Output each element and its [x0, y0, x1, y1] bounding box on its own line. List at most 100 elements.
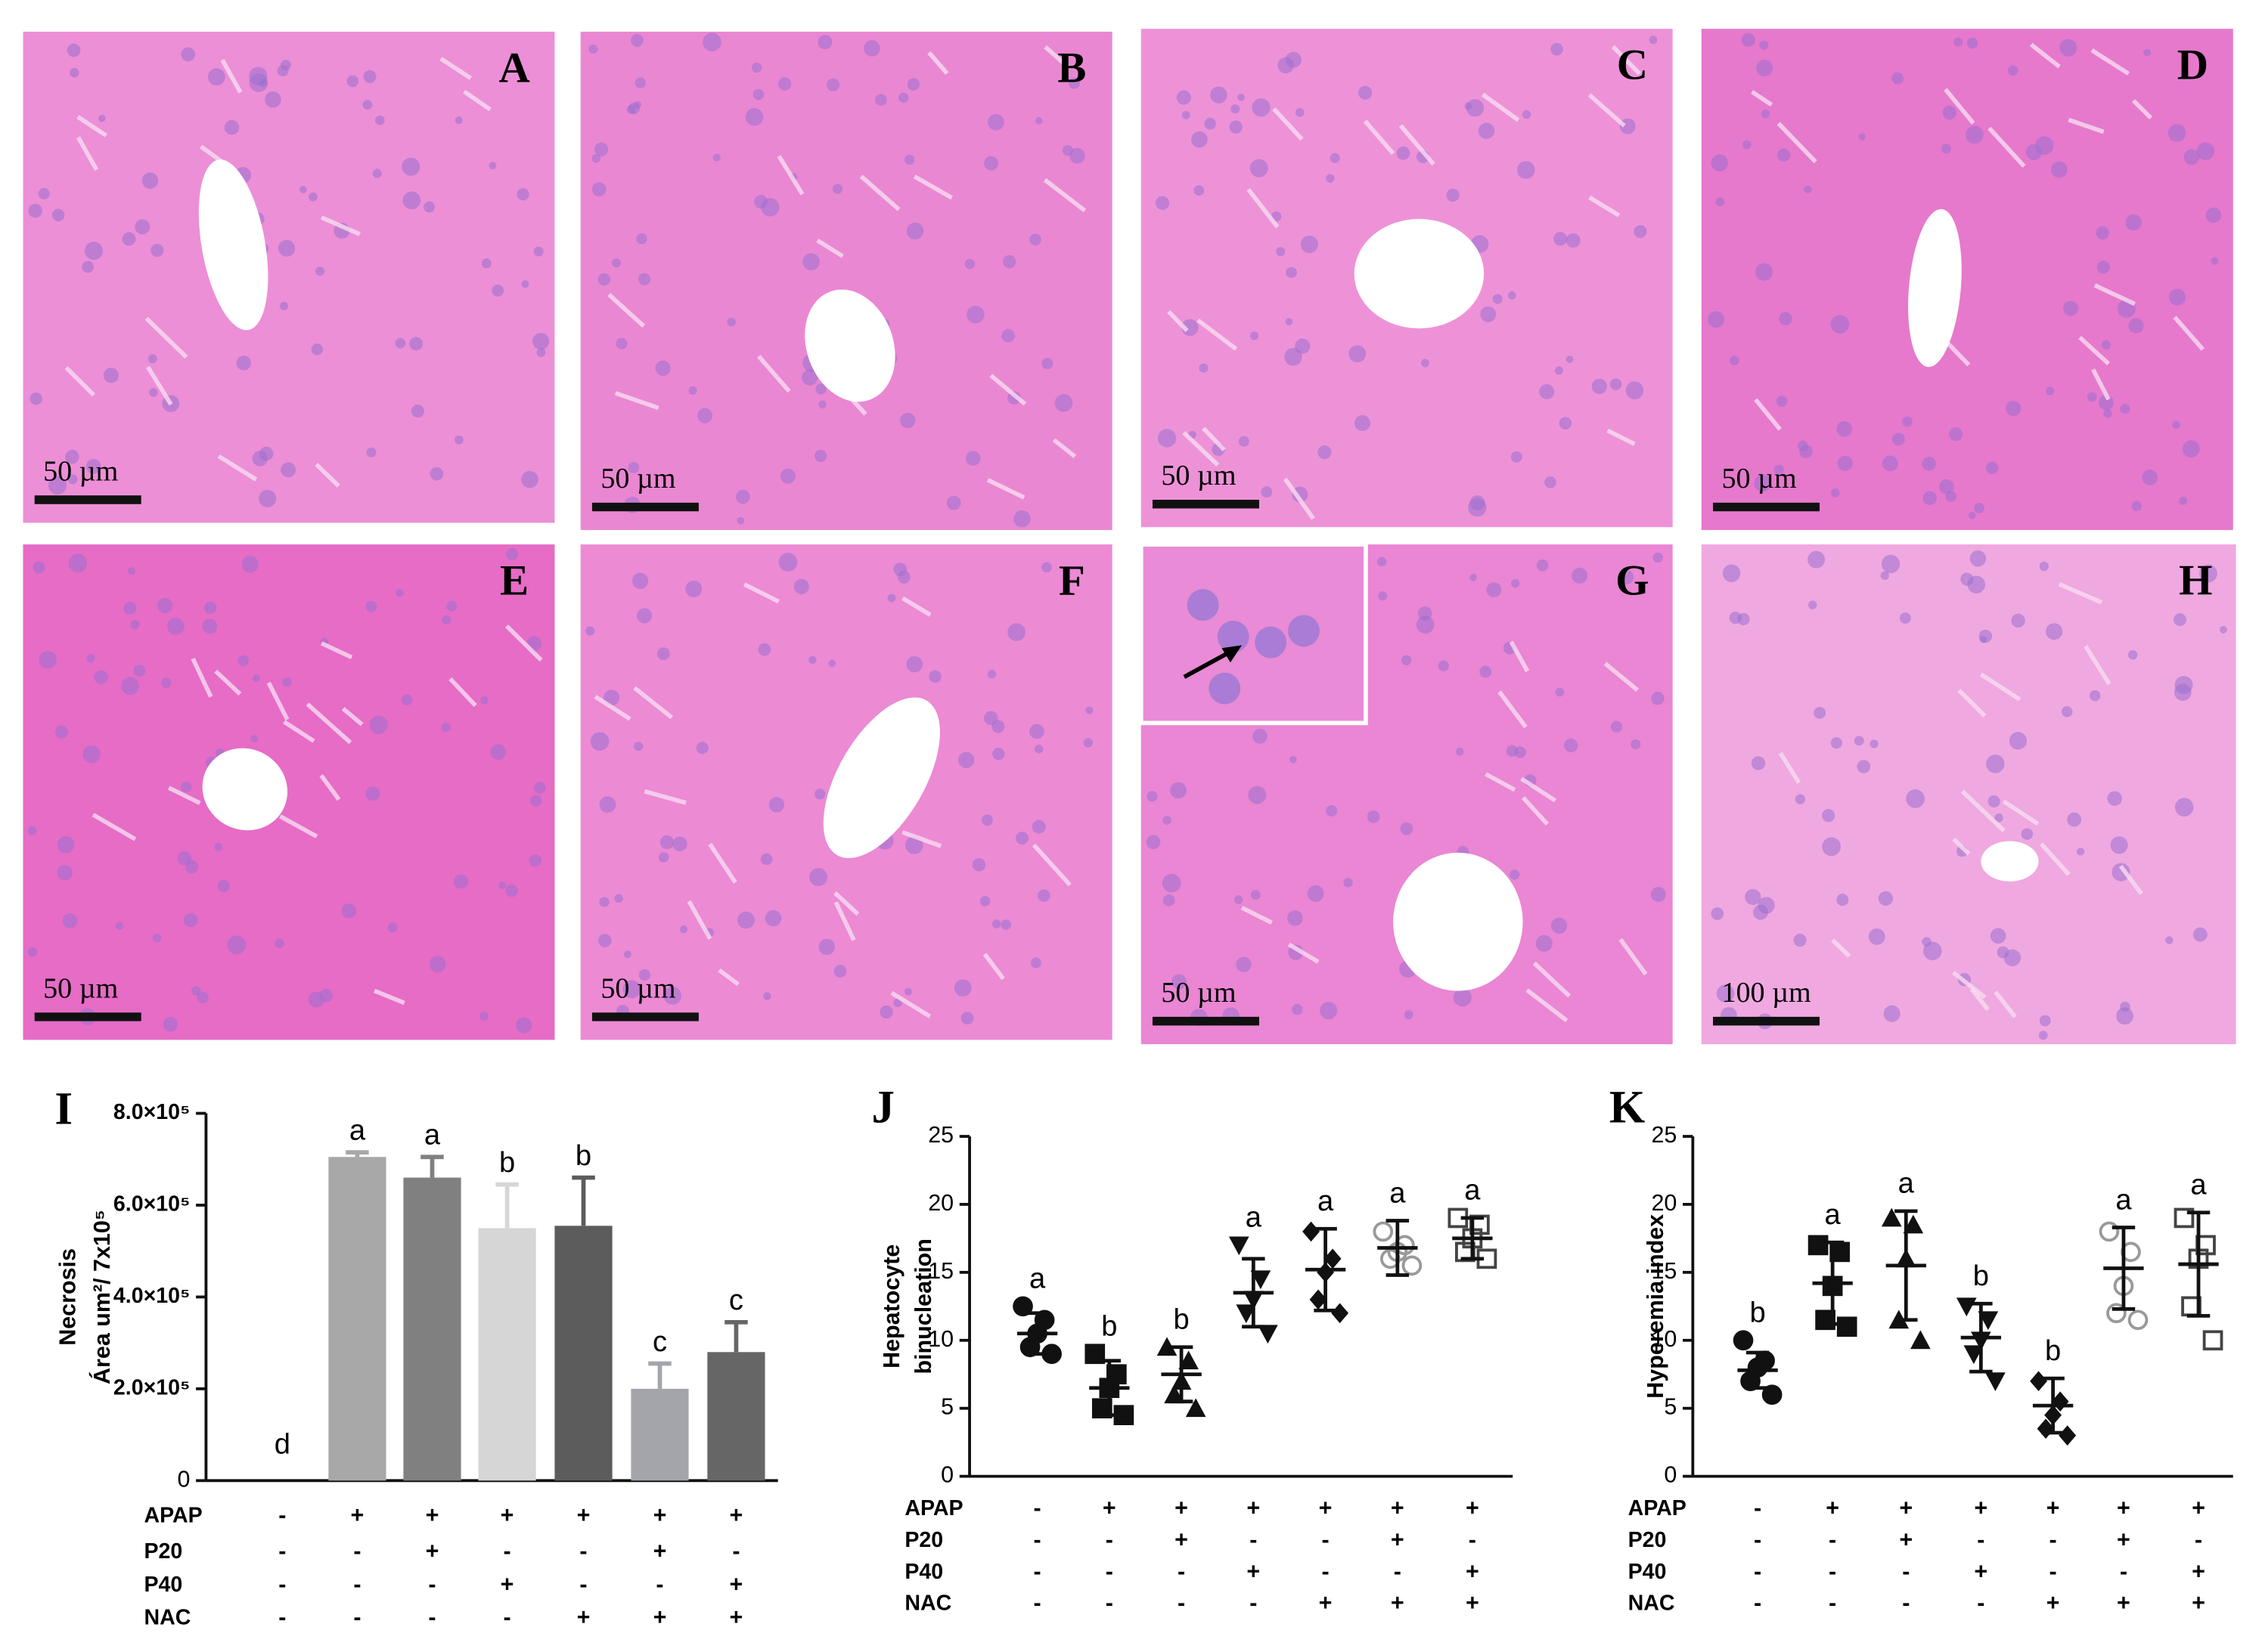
nucleus	[1625, 381, 1644, 400]
treatment-sign: +	[501, 1502, 514, 1528]
nucleus	[2050, 161, 2068, 178]
nucleus	[622, 980, 641, 999]
nucleus	[1486, 582, 1502, 597]
nucleus	[282, 677, 292, 687]
nucleus	[2089, 690, 2101, 702]
nucleus	[983, 711, 998, 725]
sinusoid	[1240, 906, 1273, 925]
nucleus	[161, 677, 172, 688]
nucleus	[637, 608, 653, 624]
nucleus	[1252, 98, 1271, 117]
nucleus	[147, 354, 157, 364]
sinusoid	[1272, 107, 1304, 141]
nucleus	[1326, 804, 1338, 817]
nucleus	[2096, 260, 2110, 274]
treatment-sign: -	[656, 1571, 663, 1597]
data-point	[1302, 1221, 1320, 1242]
nucleus	[1722, 564, 1741, 582]
sinusoid	[1520, 776, 1556, 803]
nucleus	[1522, 110, 1531, 119]
nucleus	[991, 919, 1001, 928]
nucleus	[207, 68, 225, 86]
y-axis-label: Necrosis	[54, 1248, 80, 1346]
nucleus	[1506, 745, 1519, 757]
data-point	[2202, 1330, 2223, 1351]
nucleus	[1559, 417, 1572, 430]
nucleus	[1777, 148, 1791, 162]
nucleus	[2003, 949, 2022, 966]
treatment-sign: -	[1034, 1495, 1041, 1520]
inset-nucleus	[1209, 672, 1241, 705]
nucleus	[54, 725, 69, 739]
nucleus	[758, 643, 771, 656]
data-point	[1085, 1344, 1106, 1365]
sinusoid	[2039, 842, 2071, 876]
nucleus	[954, 979, 972, 997]
nucleus	[1348, 345, 1367, 363]
nucleus	[214, 842, 223, 851]
treatment-sign: -	[1829, 1590, 1836, 1616]
nucleus	[1619, 118, 1636, 135]
nucleus	[1210, 86, 1227, 104]
nucleus	[2076, 848, 2085, 856]
nucleus	[127, 567, 135, 575]
nucleus	[446, 600, 458, 612]
nucleus	[2046, 623, 2063, 640]
nucleus	[82, 261, 94, 273]
sinusoid	[1485, 772, 1516, 792]
treatment-name: P20	[1628, 1528, 1667, 1552]
nucleus	[1034, 744, 1044, 754]
sinusoid	[1509, 640, 1530, 673]
nucleus	[1330, 153, 1340, 163]
treatment-sign: -	[1902, 1590, 1910, 1616]
y-tick-label: 10	[928, 1326, 954, 1352]
nucleus	[1038, 889, 1050, 902]
treatment-name: NAC	[1628, 1592, 1675, 1616]
nucleus	[972, 857, 986, 872]
treatment-name: APAP	[144, 1503, 203, 1527]
bar	[554, 1226, 613, 1481]
nucleus	[802, 369, 818, 386]
nucleus	[1741, 33, 1755, 47]
nucleus	[1191, 131, 1208, 148]
nucleus	[2192, 927, 2208, 942]
nucleus	[1286, 266, 1297, 278]
nucleus	[765, 910, 782, 927]
sinusoid	[1611, 45, 1641, 76]
data-point	[1164, 1384, 1184, 1404]
sinusoid	[2058, 581, 2102, 605]
treatment-sign: -	[1829, 1558, 1836, 1584]
nucleus	[521, 280, 529, 288]
nucleus	[887, 594, 896, 603]
sinusoid	[1987, 126, 2026, 168]
nucleus	[1565, 355, 1574, 364]
treatment-name: APAP	[1628, 1496, 1686, 1520]
nucleus	[1793, 933, 1807, 947]
panel-label: C	[1617, 42, 1648, 89]
data-point	[1156, 1337, 1178, 1356]
histology-panel: B 50 µm	[580, 31, 1112, 531]
nucleus	[1610, 721, 1623, 733]
significance-letter: a	[1825, 1199, 1842, 1231]
vessel	[1908, 209, 1962, 367]
nucleus	[2112, 863, 2130, 882]
sinusoid	[320, 215, 361, 237]
nucleus	[960, 1012, 974, 1025]
treatment-sign: +	[2046, 1590, 2060, 1616]
nucleus	[1455, 747, 1464, 756]
nucleus	[663, 986, 682, 1005]
nucleus	[197, 991, 209, 1003]
nucleus	[39, 650, 57, 669]
nucleus	[626, 104, 636, 114]
nucleus	[1181, 110, 1190, 119]
treatment-sign: -	[1754, 1526, 1761, 1552]
treatment-sign: +	[1246, 1495, 1260, 1520]
treatment-sign: -	[353, 1571, 361, 1597]
data-point	[2030, 1371, 2047, 1392]
nucleus	[1837, 455, 1854, 472]
nucleus	[988, 113, 1004, 131]
nucleus	[1808, 550, 1826, 569]
sinusoid	[64, 366, 95, 397]
nucleus	[521, 470, 538, 488]
sinusoid	[1182, 431, 1220, 467]
